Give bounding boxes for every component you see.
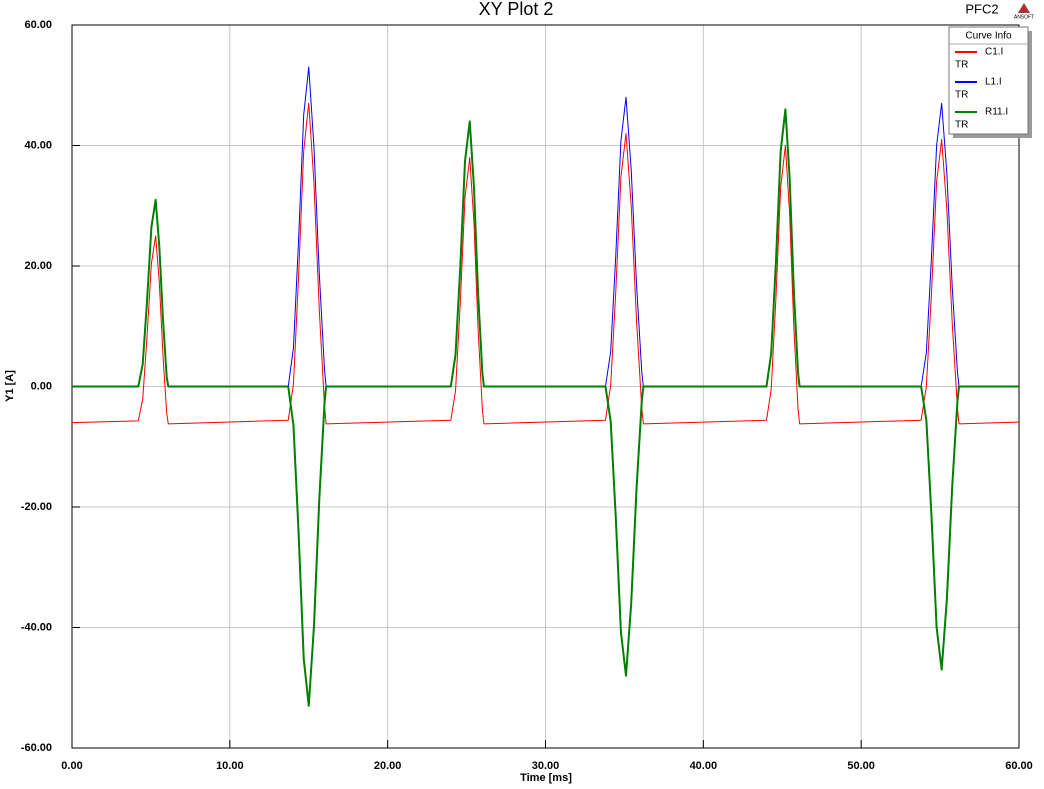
legend-label: L1.I (985, 77, 1002, 88)
legend-setup: TR (955, 90, 968, 101)
x-tick-label: 50.00 (847, 760, 875, 772)
x-tick-label: 40.00 (690, 760, 718, 772)
logo-text: ANSOFT (1014, 14, 1034, 20)
legend-label: R11.I (985, 107, 1008, 118)
legend-setup: TR (955, 120, 968, 131)
legend-box (948, 26, 1029, 135)
x-tick-label: 0.00 (61, 760, 82, 772)
project-name: PFC2 (965, 1, 998, 16)
y-tick-label: 40.00 (24, 139, 52, 151)
x-axis-label: Time [ms] (520, 772, 572, 784)
chart-title: XY Plot 2 (479, 0, 554, 19)
y-tick-label: -60.00 (21, 742, 52, 754)
y-tick-label: -20.00 (21, 501, 52, 513)
y-tick-label: -40.00 (21, 621, 52, 633)
y-tick-label: 20.00 (24, 260, 52, 272)
legend-title: Curve Info (965, 31, 1012, 42)
x-tick-label: 10.00 (216, 760, 244, 772)
series-line (71, 102, 1020, 425)
x-tick-label: 60.00 (1005, 760, 1033, 772)
logo-icon (1018, 3, 1030, 13)
y-axis-label: Y1 [A] (4, 370, 16, 402)
y-tick-label: 0.00 (31, 380, 52, 392)
x-tick-label: 20.00 (374, 760, 402, 772)
y-tick-label: 60.00 (24, 19, 52, 31)
series-line (72, 108, 1019, 707)
legend-label: C1.I (985, 47, 1003, 58)
legend-setup: TR (955, 60, 968, 71)
x-tick-label: 30.00 (532, 760, 560, 772)
